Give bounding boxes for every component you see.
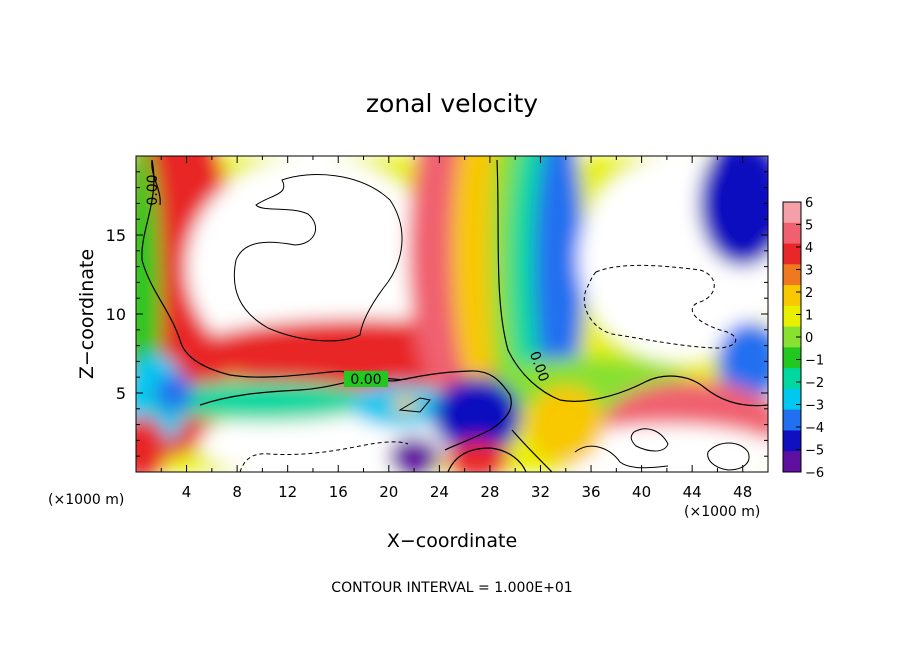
y-tick-label: 15	[106, 226, 126, 245]
colorbar-swatch	[783, 264, 801, 286]
velocity-region-17	[527, 385, 604, 465]
velocity-region-13	[717, 321, 768, 401]
x-tick-label: 44	[683, 483, 702, 501]
contour-label-left: 0.00	[145, 174, 161, 205]
contour-small-corner	[707, 442, 750, 471]
colorbar-swatch	[783, 451, 801, 473]
colorbar-swatch	[783, 305, 801, 328]
colorbar-label: −5	[805, 444, 824, 459]
colorbar-label: 2	[805, 286, 813, 301]
zero-contour-bottom-right	[511, 429, 553, 472]
colorbar-label: −2	[805, 376, 824, 391]
x-tick-label: 8	[232, 483, 242, 501]
y-tick-label: 5	[116, 384, 126, 403]
y-tick-label: 10	[106, 305, 126, 324]
chart-title: zonal velocity	[366, 89, 538, 118]
velocity-region-21	[433, 377, 522, 457]
colorbar-label: −1	[805, 354, 824, 369]
x-tick-label: 36	[581, 483, 600, 501]
colorbar-label: 4	[805, 241, 813, 256]
contour-small-left-oval	[398, 397, 431, 413]
x-tick-label: 16	[329, 483, 348, 501]
x-axis-label: X−coordinate	[387, 530, 517, 552]
x-tick-label: 12	[278, 483, 297, 501]
colorbar-swatch	[783, 202, 801, 224]
colorbar-swatch	[783, 243, 801, 265]
x-tick-label: 40	[632, 483, 651, 501]
velocity-region-10	[534, 156, 585, 409]
velocity-region-24	[392, 396, 418, 412]
contour-dashed-right	[583, 264, 737, 349]
contour-small-right	[630, 428, 669, 452]
contour-closed-upper	[233, 174, 403, 342]
colorbar: 6 5 4 3 2 1 0 −1 −2 −3 −4 −5 −6	[782, 196, 824, 481]
colorbar-label: 5	[805, 219, 813, 234]
colorbar-swatch	[783, 368, 801, 390]
contour-interval-note: CONTOUR INTERVAL = 1.000E+01	[331, 580, 572, 596]
colorbar-swatch	[783, 409, 801, 431]
x-tick-label: 24	[430, 483, 449, 501]
velocity-field: 0.00 0.00 0.00	[136, 156, 768, 472]
velocity-region-16	[553, 424, 768, 472]
colorbar-swatch	[783, 222, 801, 245]
colorbar-label: 0	[805, 331, 813, 346]
colorbar-label: −4	[805, 421, 824, 436]
x-tick-label: 32	[531, 483, 550, 501]
zero-contour-bottom	[447, 447, 527, 472]
x-unit-left: (×1000 m)	[48, 492, 124, 508]
colorbar-label: 1	[805, 309, 813, 324]
colorbar-swatch	[783, 285, 801, 307]
x-tick-label: 4	[182, 483, 192, 501]
colorbar-label: −3	[805, 399, 824, 414]
colorbar-label: −6	[805, 466, 824, 481]
x-tick-label: 20	[379, 483, 398, 501]
colorbar-swatch	[783, 347, 801, 369]
colorbar-label: 6	[805, 196, 813, 211]
colorbar-swatch	[783, 326, 801, 348]
zero-contour-lower	[199, 377, 411, 406]
velocity-region-3	[136, 416, 168, 472]
zero-contour-upper-left	[151, 159, 161, 206]
zero-contour-center	[496, 159, 768, 407]
colorbar-swatch	[783, 430, 801, 452]
y-axis-label: Z−coordinate	[76, 249, 98, 379]
contour-label-bg	[344, 371, 388, 387]
velocity-region-7	[452, 156, 503, 393]
velocity-region-25	[154, 374, 193, 412]
contour-dashed-bottom	[239, 441, 409, 472]
x-tick-label: 28	[480, 483, 499, 501]
velocity-region-12	[698, 156, 768, 267]
x-unit-right: (×1000 m)	[684, 504, 760, 520]
velocity-region-23	[388, 437, 440, 472]
zero-contour-left	[141, 159, 512, 451]
y-axis: 5 10 15	[106, 171, 768, 457]
contour-label-middle: 0.00	[350, 372, 381, 388]
x-tick-label: 48	[733, 483, 752, 501]
x-axis: 4 8 12 16 20 24 28 32 36 40 44 48	[160, 156, 752, 501]
colorbar-label: 3	[805, 264, 813, 279]
contour-small-mid	[574, 445, 669, 469]
colorbar-swatch	[783, 388, 801, 411]
velocity-region-19	[148, 380, 377, 422]
